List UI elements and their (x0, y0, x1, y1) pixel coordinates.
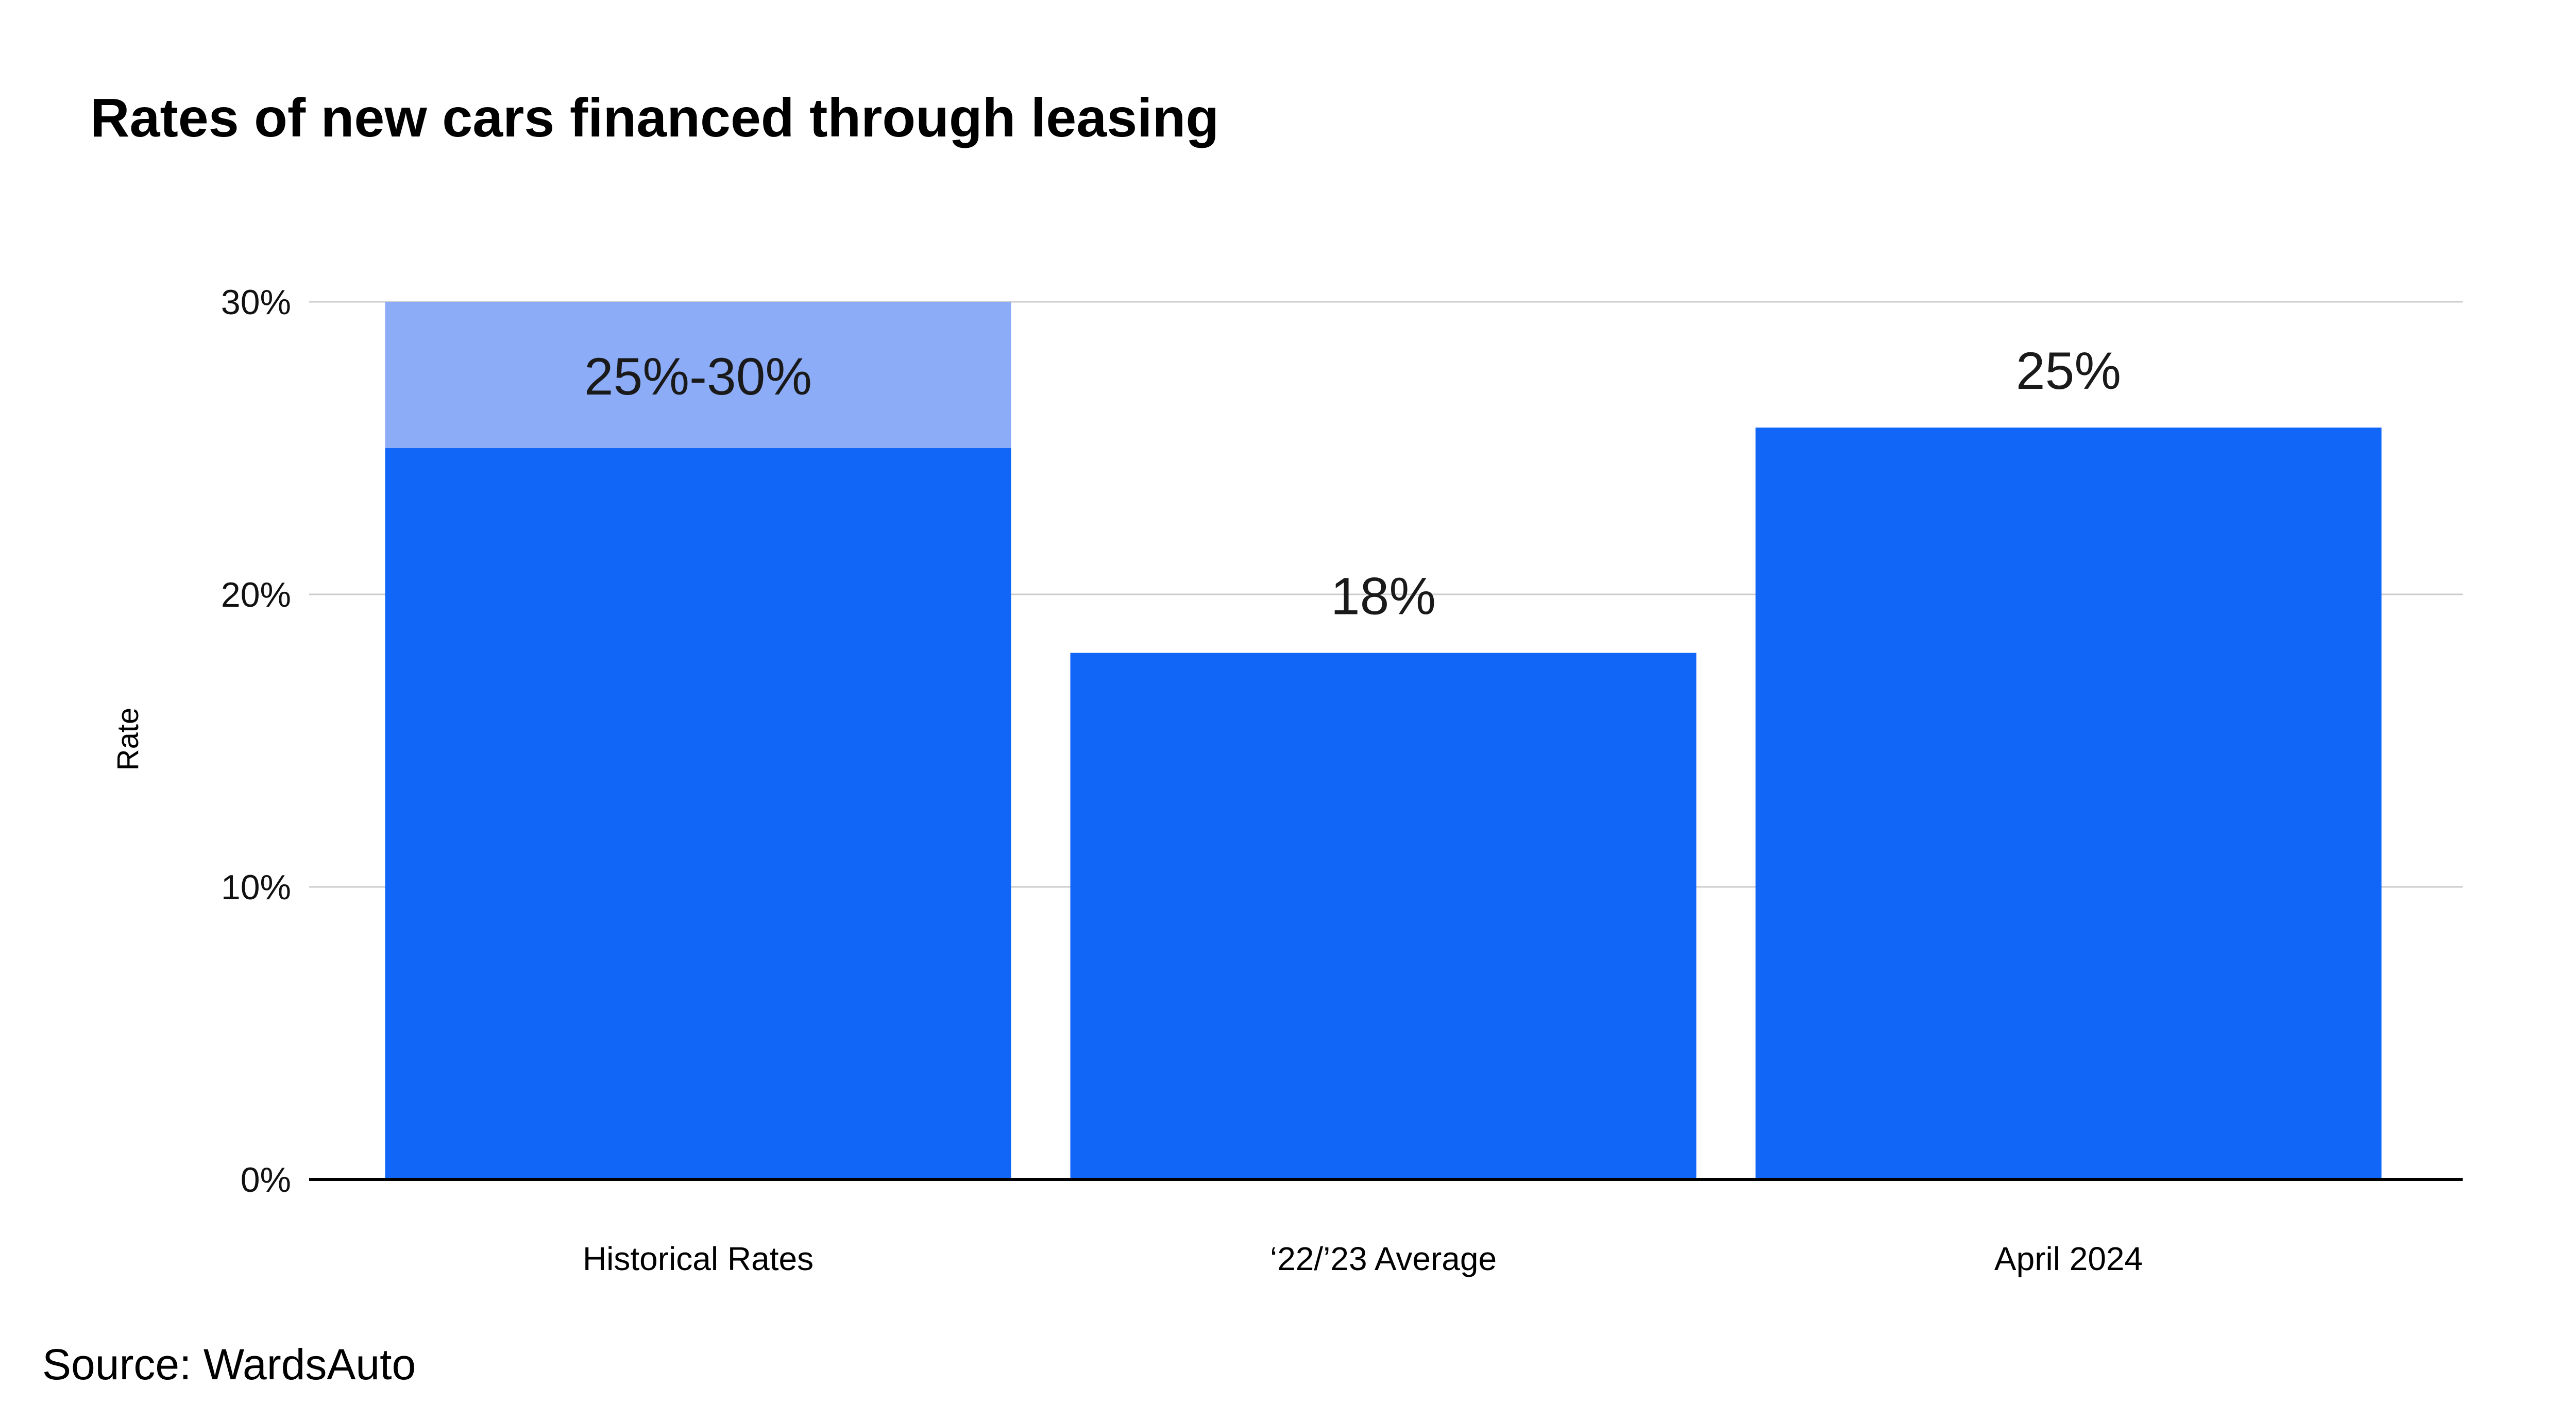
x-axis-categories: Historical Rates ‘22/’23 Average April 202… (583, 1240, 2143, 1277)
data-label: 25%-30% (584, 347, 812, 406)
data-labels: 25%-30% 18% 25% (584, 341, 2121, 625)
y-axis-ticks: 0% 10% 20% 30% (221, 283, 291, 1200)
x-category-label: April 2024 (1994, 1240, 2143, 1277)
chart-title: Rates of new cars financed through leasi… (90, 88, 1219, 148)
bars (385, 302, 2382, 1179)
data-label: 18% (1331, 567, 1436, 626)
bar (1070, 653, 1697, 1179)
x-category-label: ‘22/’23 Average (1270, 1240, 1497, 1277)
y-axis-label: Rate (111, 708, 145, 771)
source-note: Source: WardsAuto (42, 1340, 416, 1389)
bar (1755, 427, 2382, 1179)
x-category-label: Historical Rates (583, 1240, 814, 1277)
bar (385, 448, 1011, 1179)
data-label: 25% (2016, 341, 2121, 400)
y-tick-label: 0% (241, 1160, 291, 1200)
y-tick-label: 10% (221, 868, 291, 907)
y-tick-label: 20% (221, 575, 291, 614)
y-tick-label: 30% (221, 283, 291, 322)
bar-range (385, 302, 1011, 448)
